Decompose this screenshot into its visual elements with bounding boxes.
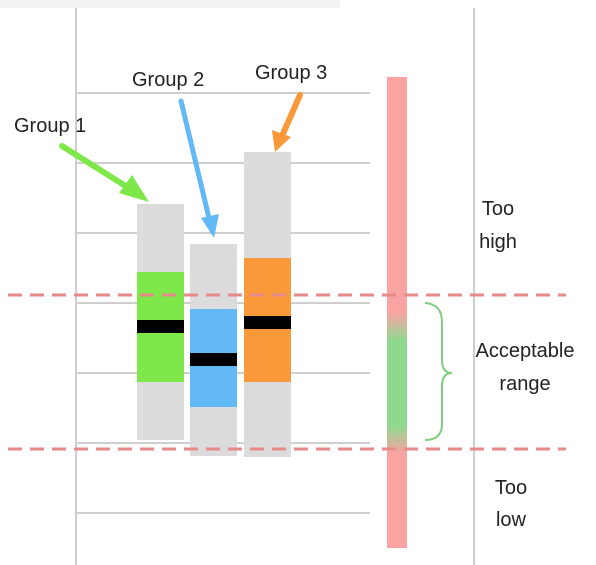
group-1-arrow bbox=[59, 143, 149, 202]
group-1-label: Group 1 bbox=[14, 115, 86, 137]
group-3-box bbox=[244, 152, 291, 457]
group-1-arrow-shaft bbox=[59, 143, 135, 193]
top-strip bbox=[0, 0, 340, 8]
group-3-label: Group 3 bbox=[255, 62, 327, 84]
group-1-median-mark bbox=[137, 320, 184, 333]
too-high-label-line-1: Too bbox=[482, 198, 514, 220]
reference-range-bar bbox=[387, 77, 407, 548]
group-3-median-mark bbox=[244, 316, 291, 329]
group-2-arrow bbox=[178, 98, 219, 238]
group-2-box bbox=[190, 244, 237, 456]
too-high-label-line-2: high bbox=[479, 231, 517, 253]
group-1-arrowhead-icon bbox=[119, 175, 149, 202]
group-3-arrowhead-icon bbox=[272, 130, 291, 152]
group-2-arrow-shaft bbox=[178, 98, 212, 221]
group-3-arrow-shaft bbox=[279, 92, 303, 139]
group-2-median-mark bbox=[190, 353, 237, 366]
too-low-label-line-2: low bbox=[496, 509, 527, 531]
group-3-arrow bbox=[272, 92, 303, 152]
group-2-label: Group 2 bbox=[132, 69, 204, 91]
acceptable-range-bracket bbox=[424, 302, 453, 441]
acceptable-label-line-2: range bbox=[499, 373, 550, 395]
group-2-arrowhead-icon bbox=[201, 214, 219, 238]
group-1-box bbox=[137, 204, 184, 440]
too-low-label-line-1: Too bbox=[495, 477, 527, 499]
acceptable-label-line-1: Acceptable bbox=[476, 340, 575, 362]
